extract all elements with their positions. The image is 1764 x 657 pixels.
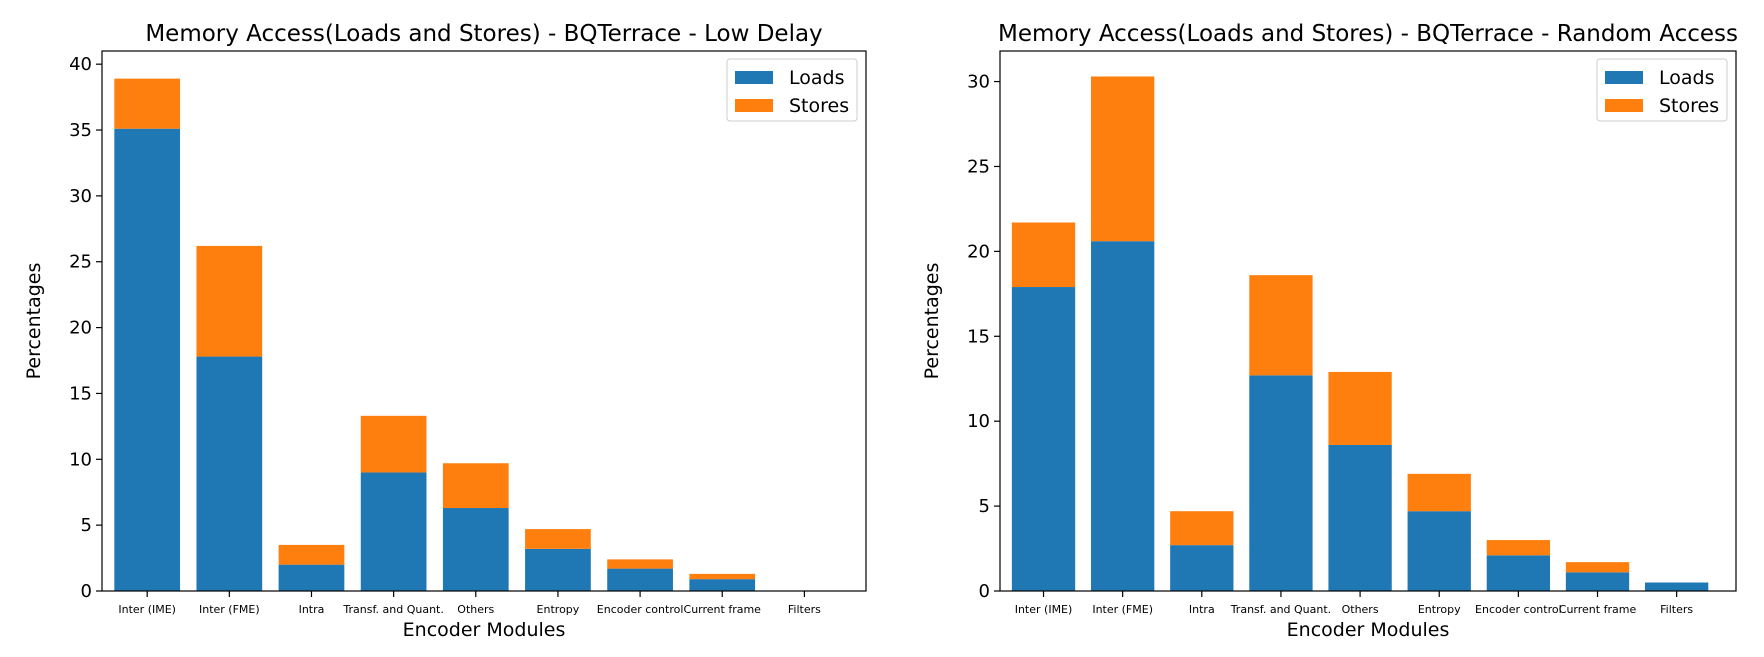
bar-stores-1 [114,78,181,129]
bar-stores-3 [278,544,345,565]
bar-stores-7 [1486,540,1551,556]
y-axis-label: Percentages [23,263,45,380]
bar-loads-2 [196,356,263,591]
x-tick-label: Inter (FME) [1092,603,1153,616]
x-tick-label: Intra [299,603,325,616]
x-tick-label: Others [1342,603,1379,616]
y-tick-label: 20 [967,241,990,262]
legend-swatch-loads [735,71,773,84]
bar-loads-1 [114,128,181,591]
y-tick-label: 30 [69,186,92,207]
bar-stores-5 [1328,371,1392,445]
x-tick-label: Filters [1660,603,1693,616]
y-tick-label: 0 [979,581,990,602]
bar-loads-3 [278,564,345,591]
x-tick-label: Filters [788,603,821,616]
y-tick-label: 5 [81,515,92,536]
legend: Loads Stores [726,58,858,122]
legend-swatch-stores [735,99,773,112]
bar-stores-4 [360,415,427,473]
bar-loads-5 [1328,444,1392,591]
bar-loads-8 [689,579,756,591]
y-tick-label: 15 [967,326,990,347]
chart-title: Memory Access(Loads and Stores) - BQTerr… [145,21,822,47]
bar-stores-6 [1407,473,1471,512]
bar-loads-6 [1407,511,1471,591]
bar-loads-6 [525,548,591,591]
bar-stores-2 [196,245,263,357]
legend-label-stores: Stores [1659,95,1719,117]
bar-loads-4 [1249,375,1313,591]
y-tick-label: 10 [69,449,92,470]
legend-label-stores: Stores [789,95,849,117]
subplot-1: Memory Access(Loads and Stores) - BQTerr… [23,21,867,641]
y-tick-label: 10 [967,411,990,432]
chart-title: Memory Access(Loads and Stores) - BQTerr… [998,21,1738,47]
x-tick-label: Entropy [537,603,580,616]
subplot-2: Memory Access(Loads and Stores) - BQTerr… [921,21,1738,641]
bar-loads-7 [607,568,673,591]
bar-loads-9 [1644,582,1709,591]
y-tick-label: 15 [69,383,92,404]
bar-loads-4 [360,472,427,591]
y-tick-label: 0 [81,581,92,602]
y-tick-label: 5 [979,496,990,517]
axes-frame [101,50,867,592]
x-tick-label: Inter (FME) [199,603,260,616]
x-axis-label: Encoder Modules [403,619,566,641]
y-tick-label: 30 [967,72,990,93]
x-tick-label: Transf. and Quant. [1230,603,1331,616]
x-tick-label: Encoder control [1475,603,1562,616]
bar-loads-7 [1486,555,1551,591]
bar-loads-5 [442,508,509,591]
x-tick-label: Entropy [1418,603,1461,616]
bar-stores-8 [689,573,756,580]
y-tick-label: 40 [69,54,92,75]
bar-loads-8 [1565,572,1630,591]
x-axis-label: Encoder Modules [1287,619,1450,641]
y-tick-label: 25 [967,156,990,177]
bar-stores-5 [442,463,509,509]
bar-stores-3 [1170,511,1234,546]
legend-label-loads: Loads [789,67,844,89]
legend-swatch-stores [1605,99,1643,112]
bar-loads-2 [1091,241,1155,592]
legend-label-loads: Loads [1659,67,1714,89]
bar-loads-3 [1170,545,1234,591]
bar-stores-4 [1249,275,1313,376]
x-tick-label: Current frame [684,603,762,616]
x-tick-label: Current frame [1559,603,1637,616]
legend: Loads Stores [1596,58,1728,122]
bar-stores-7 [607,559,673,569]
x-tick-label: Transf. and Quant. [342,603,443,616]
axes-frame [999,50,1737,592]
y-tick-label: 35 [69,120,92,141]
legend-swatch-loads [1605,71,1643,84]
y-tick-label: 25 [69,252,92,273]
bar-stores-1 [1011,222,1076,288]
y-tick-label: 20 [69,318,92,339]
x-tick-label: Others [457,603,494,616]
x-tick-label: Inter (IME) [1015,603,1073,616]
x-tick-label: Encoder control [597,603,684,616]
bar-stores-8 [1565,562,1630,573]
bar-loads-1 [1011,287,1076,591]
y-axis-label: Percentages [921,263,943,380]
x-tick-label: Inter (IME) [118,603,176,616]
x-tick-label: Intra [1189,603,1215,616]
bar-stores-6 [525,529,591,549]
bar-stores-2 [1091,76,1155,242]
